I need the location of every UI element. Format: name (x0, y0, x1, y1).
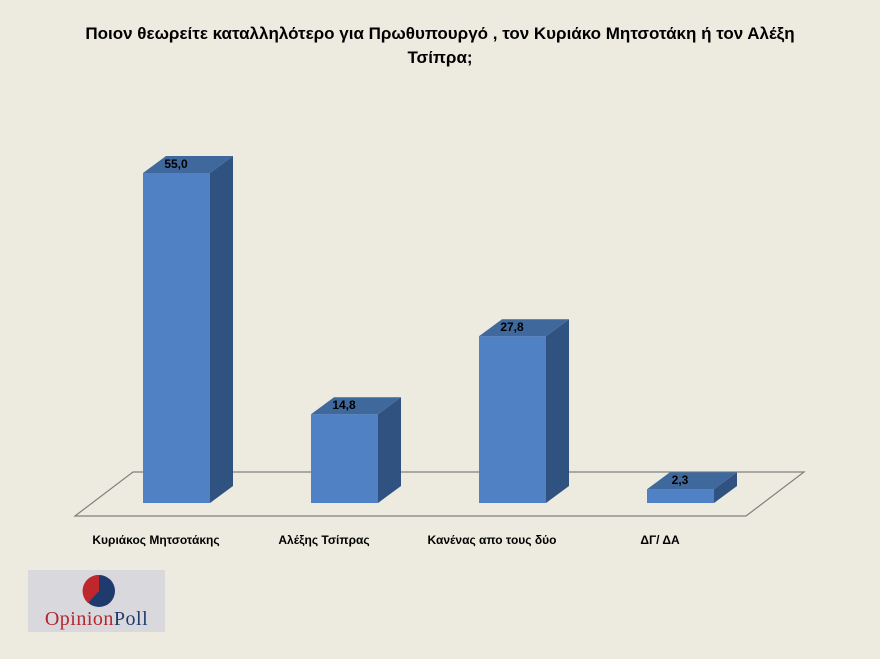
logo-wordmark: OpinionPoll (28, 608, 165, 631)
bar-top (479, 319, 569, 337)
value-label: 14,8 (332, 398, 356, 412)
chart-title-line-2: Τσίπρα; (407, 48, 473, 67)
bar-4 (647, 472, 737, 503)
bar-front (143, 173, 210, 503)
category-label: Αλέξης Τσίπρας (278, 533, 369, 547)
logo-word-poll: Poll (113, 608, 149, 630)
logo-word-opinion: Opinion (44, 608, 114, 630)
category-label: Κανένας απο τους δύο (428, 533, 557, 547)
bar-2 (311, 397, 401, 503)
logo-circle-icon (82, 574, 115, 607)
bar-front (311, 414, 378, 503)
category-label: ΔΓ/ ΔΑ (640, 533, 680, 547)
value-label: 2,3 (672, 473, 689, 487)
bar-1 (143, 156, 233, 503)
value-label: 55,0 (164, 157, 188, 171)
bar-top (143, 156, 233, 173)
chart-floor (73, 471, 806, 517)
category-label: Κυριάκος Μητσοτάκης (92, 533, 219, 547)
bar-side (546, 319, 569, 503)
bar-side (210, 156, 233, 503)
opinionpoll-logo: OpinionPoll (28, 570, 165, 632)
bar-3 (479, 319, 569, 503)
bar-side (714, 472, 737, 503)
chart-title-line-1: Ποιον θεωρείτε καταλληλότερο για Πρωθυπο… (85, 24, 795, 43)
bar-top (311, 397, 401, 415)
bar-front (647, 489, 714, 503)
value-label: 27,8 (500, 320, 524, 334)
bar-top (647, 472, 737, 490)
bar-side (378, 397, 401, 503)
chart-title: Ποιον θεωρείτε καταλληλότερο για Πρωθυπο… (40, 22, 840, 70)
bar-front (479, 336, 546, 503)
